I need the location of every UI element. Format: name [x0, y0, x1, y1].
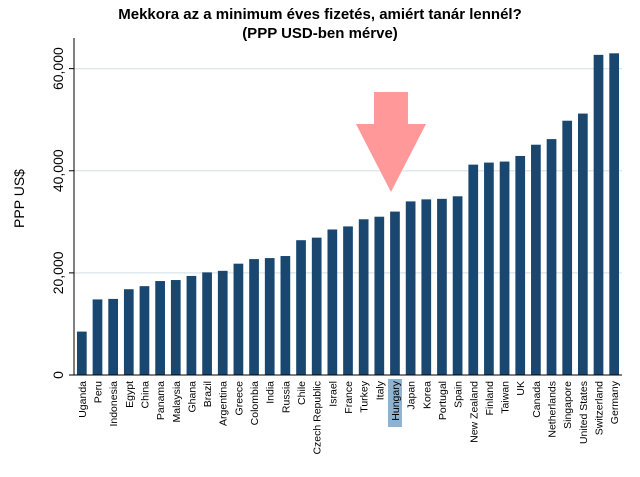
x-category-label: China: [139, 381, 151, 409]
bar: [437, 198, 447, 375]
y-tick-label: 20,000: [50, 251, 66, 294]
bar: [280, 256, 291, 375]
x-category-label: Israel: [327, 381, 339, 407]
bar: [390, 211, 400, 375]
x-category-label: Portugal: [437, 381, 449, 420]
bar: [327, 229, 338, 375]
bar: [76, 331, 87, 375]
bar: [186, 275, 197, 375]
bar: [374, 216, 385, 375]
x-category-label: New Zealand: [468, 381, 480, 443]
y-axis-title: PPP US$: [11, 169, 27, 228]
x-category-label: UK: [515, 381, 527, 396]
x-category-label: United States: [578, 381, 590, 444]
x-category-label: Chile: [296, 381, 308, 405]
bar: [296, 240, 306, 375]
x-category-label: Italy: [374, 380, 386, 400]
y-tick-label: 0: [50, 371, 66, 379]
bar: [609, 53, 620, 376]
x-category-label: Uganda: [77, 381, 89, 418]
x-category-label: Spain: [453, 381, 465, 408]
x-category-label: Argentina: [218, 381, 230, 426]
down-arrow-icon: [355, 92, 426, 192]
x-category-label: Switzerland: [594, 381, 606, 435]
x-category-label: Egypt: [124, 381, 136, 408]
bar: [217, 270, 228, 375]
bar: [155, 281, 165, 375]
x-category-label: Russia: [280, 381, 292, 413]
x-category-label: Czech Republic: [312, 381, 324, 455]
bar: [562, 120, 573, 375]
bar: [249, 259, 259, 375]
x-category-label: Korea: [421, 381, 433, 409]
x-category-label: Brazil: [202, 381, 214, 407]
bar: [92, 299, 103, 375]
x-category-label: India: [265, 381, 277, 404]
x-category-label: Indonesia: [108, 381, 120, 427]
bars: [76, 53, 620, 376]
x-category-label: Canada: [531, 381, 543, 418]
y-tick-label: 60,000: [50, 47, 66, 90]
bar: [233, 263, 244, 375]
bar: [546, 139, 557, 375]
x-category-label: Ghana: [186, 381, 198, 413]
bar: [593, 54, 604, 375]
bar: [264, 258, 275, 375]
y-axis-ticks: 0 20,000 40,000 60,000: [50, 47, 74, 379]
bar: [405, 201, 416, 375]
bar: [139, 286, 150, 375]
bar: [421, 199, 432, 375]
highlight-label-background: [387, 379, 402, 427]
bar: [123, 289, 134, 375]
bar: [531, 144, 541, 375]
x-category-label: Turkey: [359, 380, 371, 412]
x-category-label: Colombia: [249, 381, 261, 426]
x-category-label: Finland: [484, 381, 496, 416]
bar: [202, 272, 212, 375]
bar: [452, 196, 463, 375]
bar: [499, 161, 510, 375]
chart-title: Mekkora az a minimum éves fizetés, amiér…: [118, 6, 522, 23]
bar: [578, 113, 588, 375]
x-category-label: Taiwan: [500, 381, 512, 414]
bar: [311, 237, 322, 375]
y-tick-label: 40,000: [50, 149, 66, 192]
x-category-label: France: [343, 381, 355, 414]
x-category-label: Japan: [406, 381, 418, 410]
x-category-label: Hungary: [390, 380, 402, 420]
x-category-label: Greece: [233, 381, 245, 416]
bar: [358, 219, 369, 375]
bar: [468, 164, 479, 375]
bar: [170, 280, 181, 375]
bar: [108, 298, 118, 375]
x-axis-category-labels: Uganda Peru Indonesia Egypt China Panama Malay…: [77, 379, 621, 455]
chart-subtitle: (PPP USD-ben mérve): [242, 25, 398, 42]
bar: [343, 226, 353, 375]
x-category-label: Germany: [609, 380, 621, 424]
x-category-label: Peru: [92, 381, 104, 403]
bar: [515, 155, 526, 375]
x-category-label: Malaysia: [171, 381, 183, 423]
x-category-label: Singapore: [562, 381, 574, 429]
x-category-label: Netherlands: [547, 381, 559, 438]
bar: [484, 162, 494, 375]
x-category-label: Panama: [155, 381, 167, 420]
